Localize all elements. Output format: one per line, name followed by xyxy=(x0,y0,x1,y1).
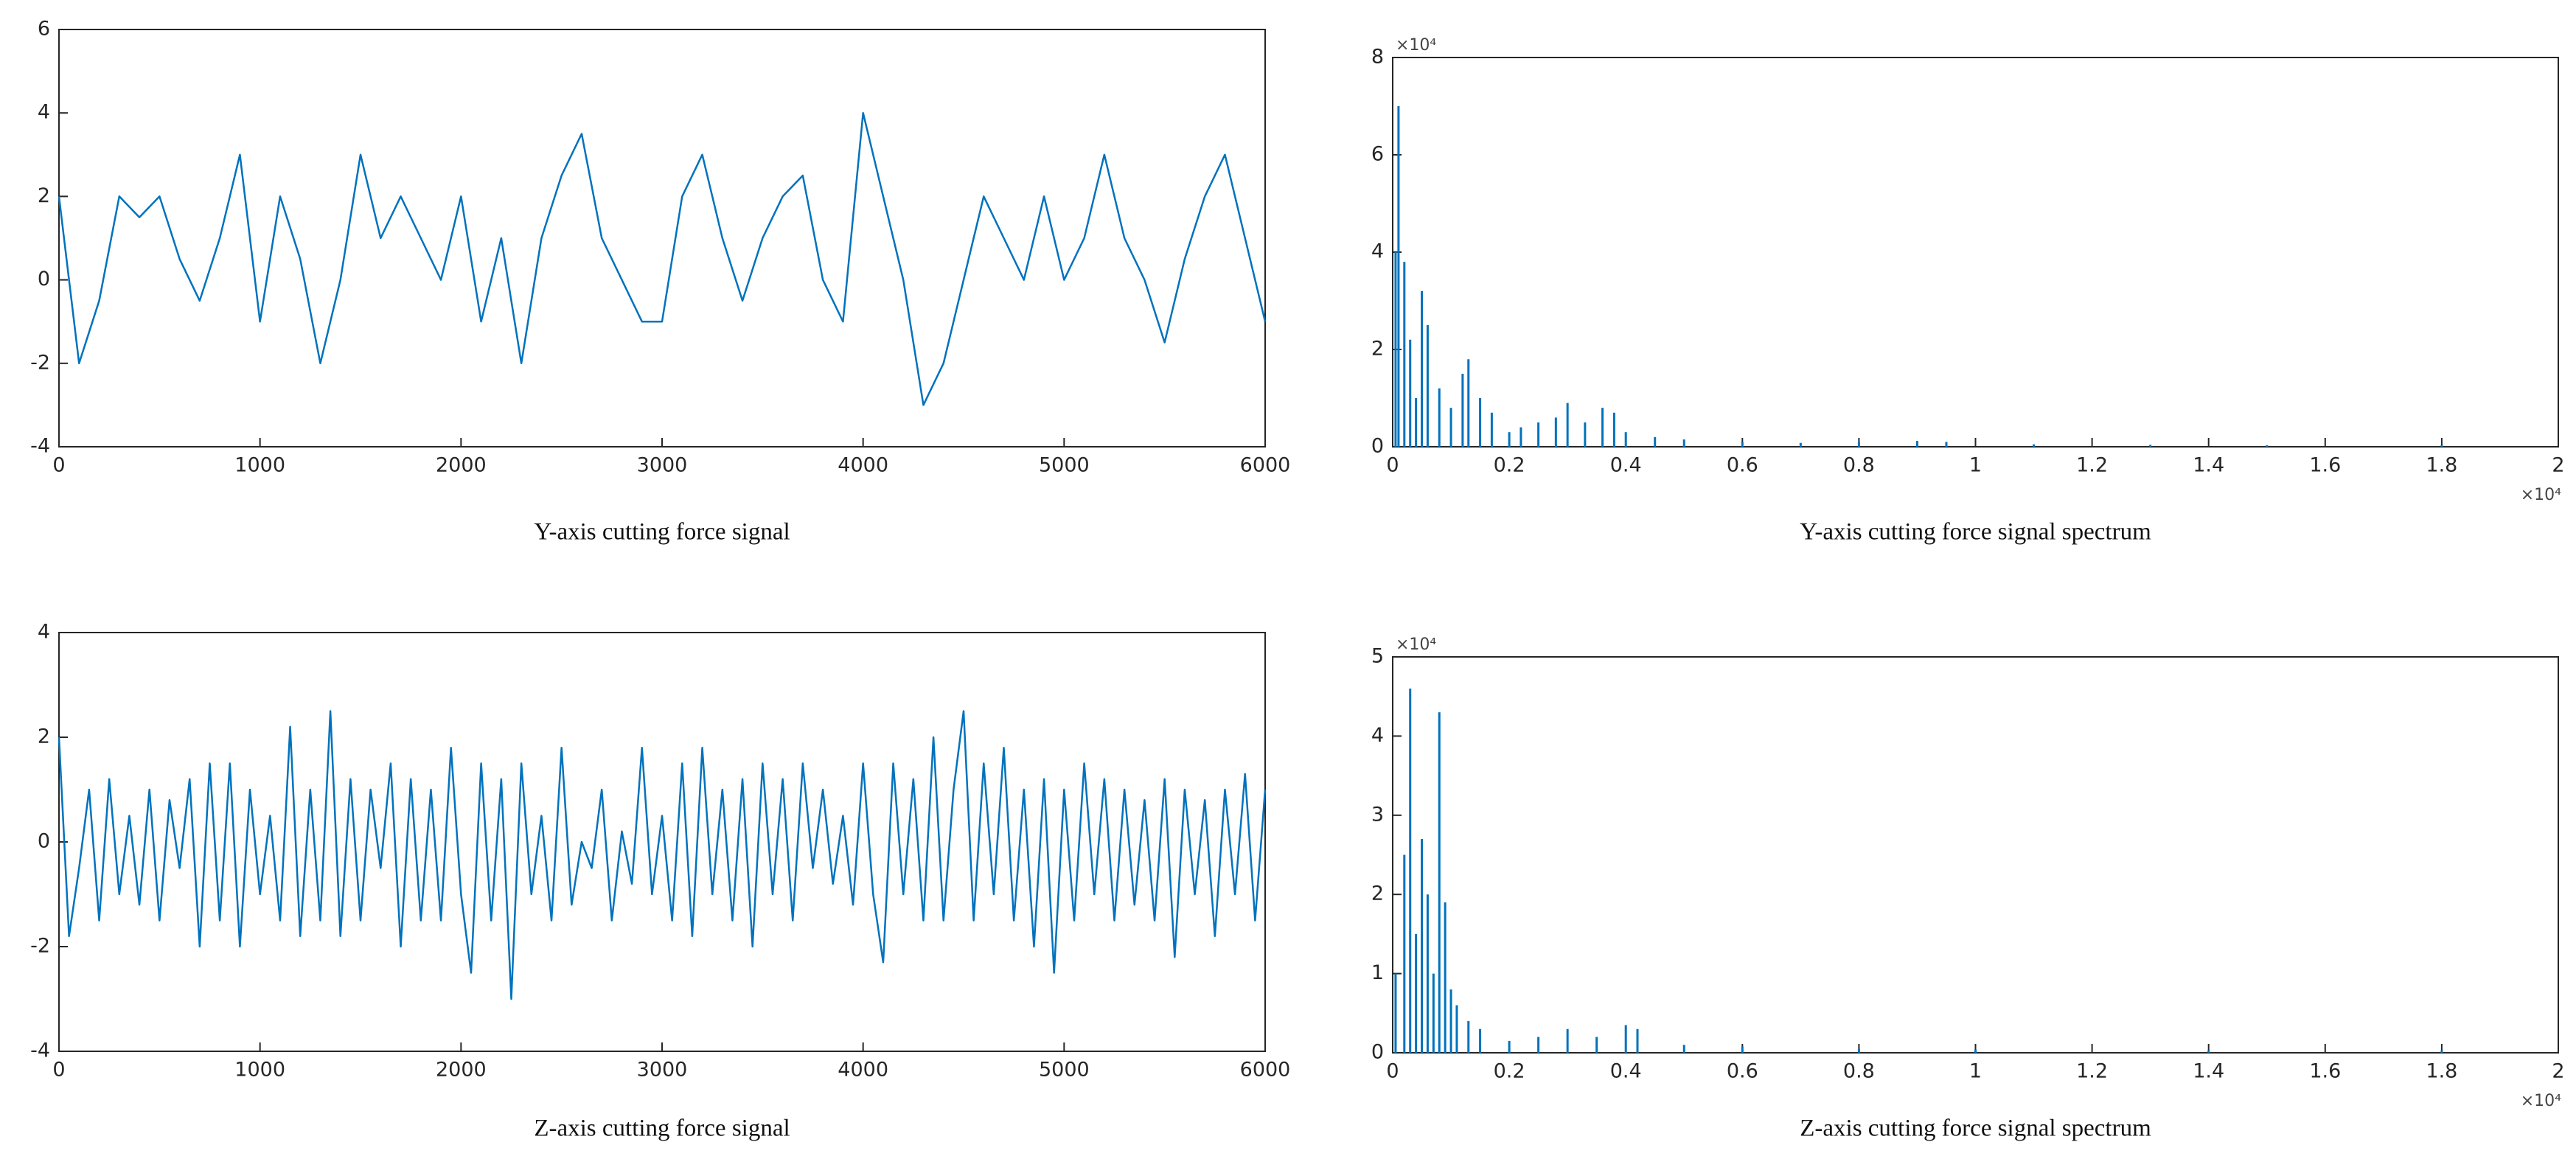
x-tick-label: 2 xyxy=(2552,1060,2564,1083)
x-tick-label: 0.8 xyxy=(1843,1060,1875,1083)
axes-frame xyxy=(1392,656,2559,1054)
x-tick-label: 1000 xyxy=(234,454,285,477)
y-tick-label: 2 xyxy=(38,725,50,748)
x-tick-label: 0.2 xyxy=(1494,1060,1525,1083)
y-tick-label: -4 xyxy=(30,435,50,458)
signal-line xyxy=(58,710,1267,1000)
x-tick-label: 0 xyxy=(52,1059,65,1082)
x-tick-label: 1.6 xyxy=(2309,1060,2341,1083)
y-multiplier: ×10⁴ xyxy=(1396,636,1436,654)
x-tick-label: 1.2 xyxy=(2076,454,2108,477)
x-tick-label: 2000 xyxy=(436,1059,487,1082)
y-tick-label: 2 xyxy=(38,184,50,207)
caption: Y-axis cutting force signal xyxy=(534,519,790,546)
x-tick-label: 2000 xyxy=(436,454,487,477)
caption: Y-axis cutting force signal spectrum xyxy=(1800,519,2151,546)
y-tick-label: 0 xyxy=(38,268,50,290)
x-tick-label: 0 xyxy=(52,454,65,477)
x-tick-label: 2 xyxy=(2552,454,2564,477)
x-tick-label: 1.4 xyxy=(2193,1060,2224,1083)
x-tick-label: 3000 xyxy=(637,1059,688,1082)
x-tick-label: 5000 xyxy=(1039,1059,1090,1082)
y-tick-label: 5 xyxy=(1371,645,1384,668)
y-tick-label: -2 xyxy=(30,351,50,374)
x-tick-label: 3000 xyxy=(637,454,688,477)
y-tick-label: 2 xyxy=(1371,338,1384,361)
y-tick-label: 2 xyxy=(1371,882,1384,905)
x-tick-label: 0.4 xyxy=(1610,1060,1642,1083)
y-tick-label: 4 xyxy=(1371,724,1384,747)
y-tick-label: 3 xyxy=(1371,803,1384,826)
y-tick-label: 6 xyxy=(38,18,50,41)
x-tick-label: 1.4 xyxy=(2193,454,2224,477)
y-tick-label: -4 xyxy=(30,1040,50,1062)
y-tick-label: 4 xyxy=(38,101,50,124)
x-tick-label: 6000 xyxy=(1240,454,1291,477)
x-tick-label: 1.2 xyxy=(2076,1060,2108,1083)
x-tick-label: 0.4 xyxy=(1610,454,1642,477)
y-multiplier: ×10⁴ xyxy=(1396,36,1436,55)
x-tick-label: 4000 xyxy=(838,454,888,477)
x-tick-label: 1.8 xyxy=(2426,1060,2457,1083)
caption: Z-axis cutting force signal xyxy=(534,1115,790,1142)
y-tick-label: -2 xyxy=(30,935,50,958)
y-tick-label: 6 xyxy=(1371,143,1384,166)
axes-frame xyxy=(58,29,1266,448)
x-tick-label: 0 xyxy=(1386,1060,1399,1083)
y-tick-label: 1 xyxy=(1371,961,1384,984)
y-tick-label: 4 xyxy=(38,621,50,644)
x-tick-label: 4000 xyxy=(838,1059,888,1082)
x-tick-label: 1 xyxy=(1969,1060,1982,1083)
x-tick-label: 0.2 xyxy=(1494,454,1525,477)
y-tick-label: 0 xyxy=(1371,1041,1384,1064)
x-multiplier: ×10⁴ xyxy=(2521,486,2561,504)
x-tick-label: 1 xyxy=(1969,454,1982,477)
x-tick-label: 5000 xyxy=(1039,454,1090,477)
y-tick-label: 8 xyxy=(1371,46,1384,69)
caption: Z-axis cutting force signal spectrum xyxy=(1800,1115,2151,1142)
y-tick-label: 0 xyxy=(38,830,50,853)
x-tick-label: 6000 xyxy=(1240,1059,1291,1082)
axes-frame xyxy=(1392,57,2559,448)
y-tick-label: 0 xyxy=(1371,435,1384,458)
x-tick-label: 1.6 xyxy=(2309,454,2341,477)
signal-line xyxy=(58,111,1267,406)
x-tick-label: 0 xyxy=(1386,454,1399,477)
x-tick-label: 1000 xyxy=(234,1059,285,1082)
x-tick-label: 0.6 xyxy=(1727,1060,1758,1083)
x-tick-label: 0.6 xyxy=(1727,454,1758,477)
y-tick-label: 4 xyxy=(1371,240,1384,263)
x-multiplier: ×10⁴ xyxy=(2521,1092,2561,1110)
axes-frame xyxy=(58,632,1266,1052)
x-tick-label: 1.8 xyxy=(2426,454,2457,477)
x-tick-label: 0.8 xyxy=(1843,454,1875,477)
